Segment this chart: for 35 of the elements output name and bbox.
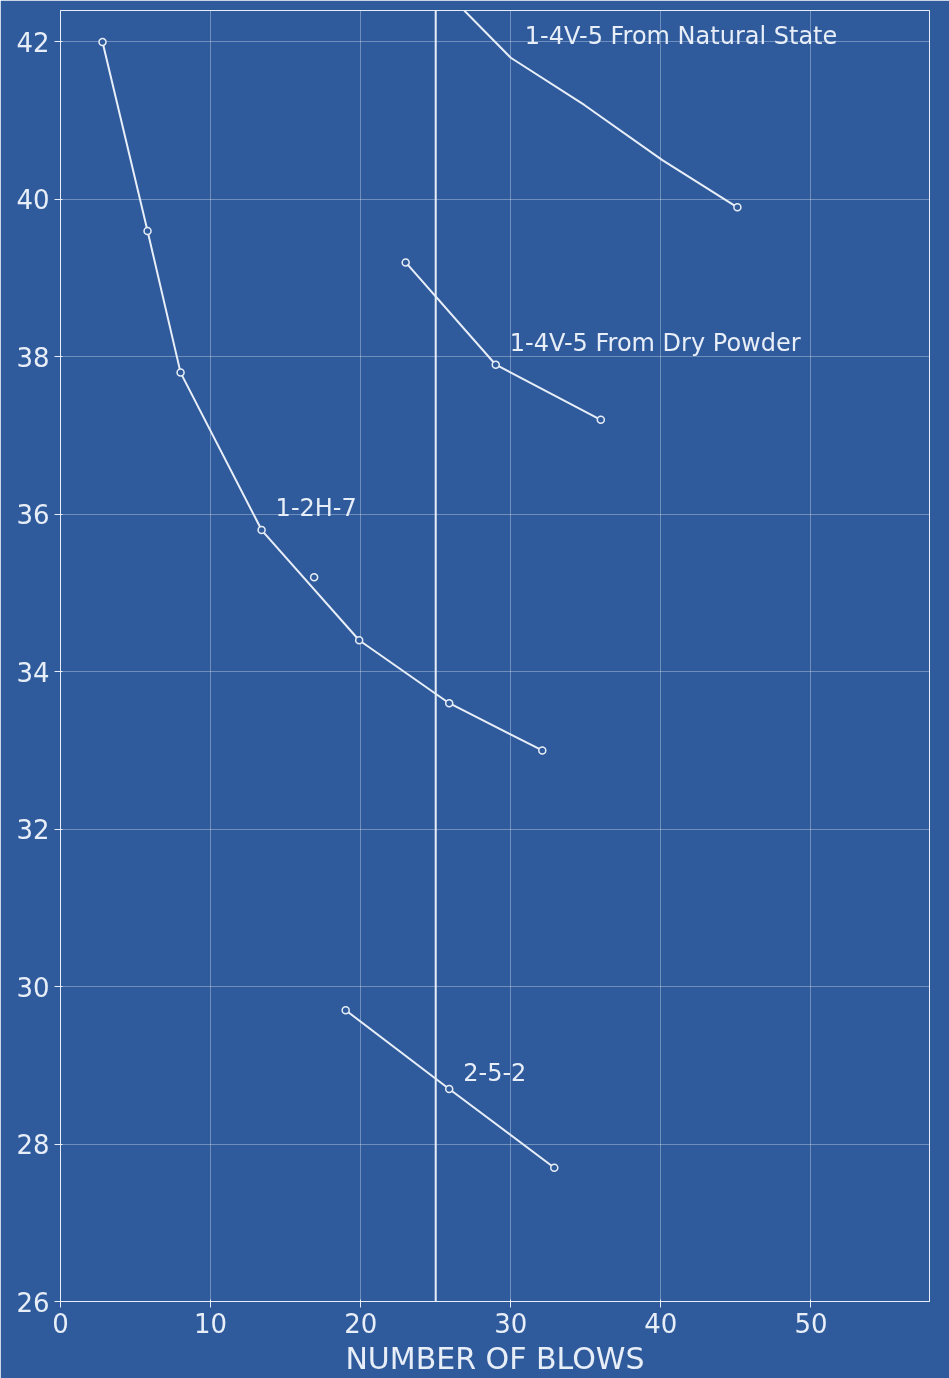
x-tick-label: 50 — [794, 1308, 828, 1339]
y-tick-label: 42 — [16, 27, 50, 58]
x-tick-label: 20 — [344, 1308, 378, 1339]
point — [538, 746, 547, 755]
annotation: 1-4V-5 From Dry Powder — [509, 328, 801, 357]
point — [401, 258, 410, 267]
x-axis-title: NUMBER OF BLOWS — [345, 1340, 645, 1376]
point — [98, 37, 107, 47]
x-tick-label: 0 — [52, 1308, 69, 1339]
y-tick-label: 34 — [16, 657, 50, 688]
y-tick-label: 28 — [16, 1130, 50, 1161]
annotation: 1-4V-5 From Natural State — [524, 21, 838, 50]
x-tick-label: 30 — [494, 1308, 528, 1339]
point — [550, 1163, 559, 1172]
y-tick-label: 26 — [16, 1287, 50, 1318]
point — [341, 1005, 350, 1015]
y-tick-label: 30 — [16, 972, 50, 1003]
x-tick-label: 40 — [644, 1308, 678, 1339]
annotation: 2-5-2 — [463, 1058, 527, 1087]
point — [176, 368, 185, 377]
point — [444, 698, 454, 708]
y-tick-label: 36 — [16, 500, 50, 531]
annotation: 1-2H-7 — [275, 494, 357, 523]
point — [444, 1084, 454, 1094]
x-tick-label: 10 — [194, 1308, 228, 1339]
point — [491, 360, 500, 369]
point — [354, 636, 364, 645]
point — [309, 573, 319, 582]
point — [143, 226, 152, 236]
point — [733, 203, 742, 212]
point — [257, 525, 266, 535]
point — [596, 415, 606, 425]
y-tick-label: 40 — [16, 185, 50, 216]
y-tick-label: 38 — [16, 342, 50, 373]
y-tick-label: 32 — [16, 815, 50, 846]
